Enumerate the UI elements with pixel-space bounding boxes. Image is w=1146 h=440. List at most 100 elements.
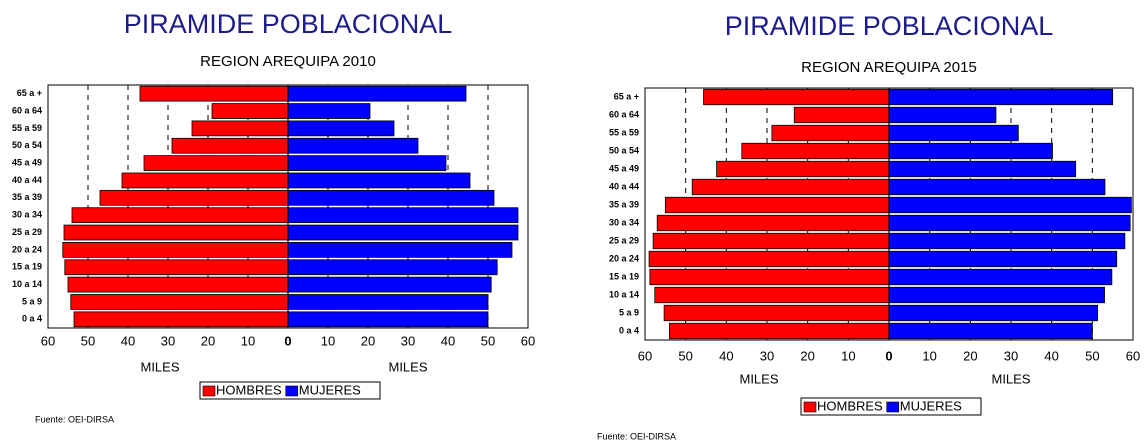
bar (888, 322, 1093, 340)
x-axis-label: MILES (991, 371, 1030, 386)
category-label: 5 a 9 (22, 296, 42, 306)
bar (62, 242, 289, 258)
category-label: 10 a 14 (12, 279, 42, 289)
bar (287, 137, 419, 154)
bar (888, 106, 997, 124)
bar (888, 124, 1019, 142)
x-tick-label: 0 (284, 333, 291, 348)
bar (654, 286, 890, 304)
legend-swatch (202, 385, 216, 397)
x-tick-label: 20 (800, 348, 814, 363)
x-tick-label: 50 (1085, 348, 1099, 363)
category-label: 40 a 44 (12, 175, 42, 185)
x-tick-label: 60 (41, 333, 55, 348)
bar (888, 88, 1114, 106)
bar (669, 322, 890, 340)
legend-swatch (886, 401, 900, 413)
bar (171, 137, 289, 154)
x-tick-label: 10 (922, 348, 936, 363)
x-tick-label: 60 (638, 348, 652, 363)
x-tick-label: 40 (719, 348, 733, 363)
x-tick-label: 10 (321, 333, 335, 348)
bar (71, 207, 289, 224)
x-axis-label: MILES (739, 371, 778, 386)
chart-subtitle: REGION AREQUIPA 2015 (801, 59, 977, 76)
category-label: 25 a 29 (609, 235, 639, 245)
x-tick-label: 50 (81, 333, 95, 348)
x-tick-label: 10 (241, 333, 255, 348)
bar (888, 304, 1099, 322)
category-label: 20 a 24 (609, 253, 639, 263)
bar (287, 242, 513, 258)
x-tick-label: 60 (1126, 348, 1140, 363)
bar (287, 189, 495, 206)
category-label: 40 a 44 (609, 181, 639, 191)
bar (287, 120, 395, 137)
category-label: 0 a 4 (22, 314, 42, 324)
category-label: 65 a + (614, 91, 639, 101)
category-label: 50 a 54 (609, 145, 639, 155)
x-tick-label: 40 (121, 333, 135, 348)
category-label: 60 a 64 (609, 109, 639, 119)
category-label: 50 a 54 (12, 140, 42, 150)
x-tick-label: 0 (885, 348, 892, 363)
bar (771, 124, 890, 142)
category-label: 65 a + (17, 88, 42, 98)
bar (287, 155, 447, 171)
bar (121, 172, 289, 189)
bar (888, 214, 1131, 232)
bar (648, 250, 890, 268)
bar (99, 189, 289, 206)
category-label: 20 a 24 (12, 244, 42, 254)
legend-swatch (285, 385, 299, 397)
x-tick-label: 20 (963, 348, 977, 363)
bar (191, 120, 289, 137)
x-axis-label: MILES (388, 359, 427, 374)
bar (888, 268, 1113, 286)
bar (287, 207, 519, 224)
source-note: Fuente: OEI-DIRSA (35, 414, 114, 424)
category-label: 0 a 4 (619, 325, 639, 335)
category-label: 60 a 64 (12, 105, 42, 115)
bar (703, 88, 890, 106)
bar (888, 250, 1118, 268)
x-tick-label: 40 (441, 333, 455, 348)
bar (652, 232, 890, 250)
bar (663, 304, 890, 322)
x-tick-label: 30 (1004, 348, 1018, 363)
x-tick-label: 50 (678, 348, 692, 363)
bar (287, 276, 492, 293)
category-label: 35 a 39 (609, 199, 639, 209)
bar (888, 196, 1132, 214)
bar (287, 103, 371, 119)
bar (143, 155, 289, 171)
bar (211, 103, 289, 119)
category-label: 15 a 19 (609, 271, 639, 281)
x-tick-label: 20 (361, 333, 375, 348)
bar (139, 85, 289, 102)
bar (888, 142, 1053, 160)
bar (287, 224, 519, 241)
bar (287, 85, 467, 102)
bar (64, 259, 289, 276)
bar (664, 196, 890, 214)
chart-subtitle: REGION AREQUIPA 2010 (200, 53, 376, 70)
bar (63, 224, 289, 241)
x-axis-label: MILES (140, 359, 179, 374)
category-label: 5 a 9 (619, 307, 639, 317)
category-label: 25 a 29 (12, 227, 42, 237)
chart-title: PIRAMIDE POBLACIONAL (124, 9, 453, 39)
bar (287, 259, 498, 276)
bar (793, 106, 890, 124)
x-tick-label: 60 (521, 333, 535, 348)
category-label: 15 a 19 (12, 262, 42, 272)
bar (716, 160, 890, 178)
bar (888, 232, 1126, 250)
bar (741, 142, 890, 160)
legend-label: HOMBRES (216, 382, 282, 397)
category-label: 45 a 49 (609, 163, 639, 173)
bar (287, 294, 489, 310)
bar (888, 160, 1077, 178)
bar (888, 178, 1106, 196)
